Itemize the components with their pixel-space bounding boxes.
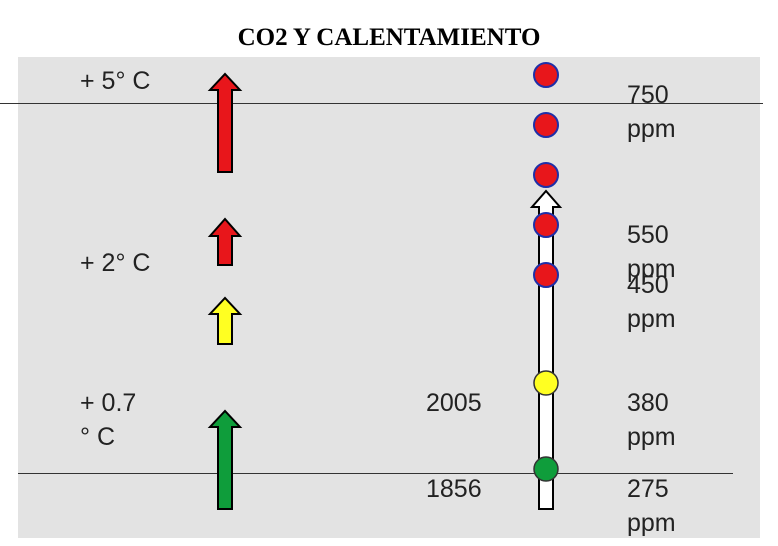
arrow-5c-red-icon [207,72,243,173]
co2-dot-yellow-icon [533,370,559,396]
ppm-label-450: 450 ppm [627,271,676,333]
co2-dot-red-icon [533,62,559,88]
temp-label-2c: + 2° C [80,249,151,277]
arrow-07c-green-icon [207,409,243,510]
ppm-label-380: 380 ppm [627,389,676,451]
co2-dot-green-icon [533,456,559,482]
co2-dot-red-icon [533,112,559,138]
ppm-label-750: 750 ppm [627,81,676,143]
arrow-2c-red-icon [207,217,243,266]
temp-label-5c: + 5° C [80,67,151,95]
year-label-2005: 2005 [426,389,482,417]
year-label-1856: 1856 [426,475,482,503]
arrow-yellow-icon [207,296,243,345]
co2-dot-red-icon [533,162,559,188]
top-reference-line [0,103,763,104]
ppm-label-275: 275 ppm [627,475,676,537]
diagram-panel [18,57,760,538]
ppm-label-550: 550 ppm [627,221,676,283]
co2-dot-red-icon [533,212,559,238]
diagram-title: CO2 Y CALENTAMIENTO [237,24,541,51]
temp-label-07c: + 0.7 ° C [80,389,137,451]
bottom-reference-line [18,473,733,474]
co2-dot-red-icon [533,262,559,288]
